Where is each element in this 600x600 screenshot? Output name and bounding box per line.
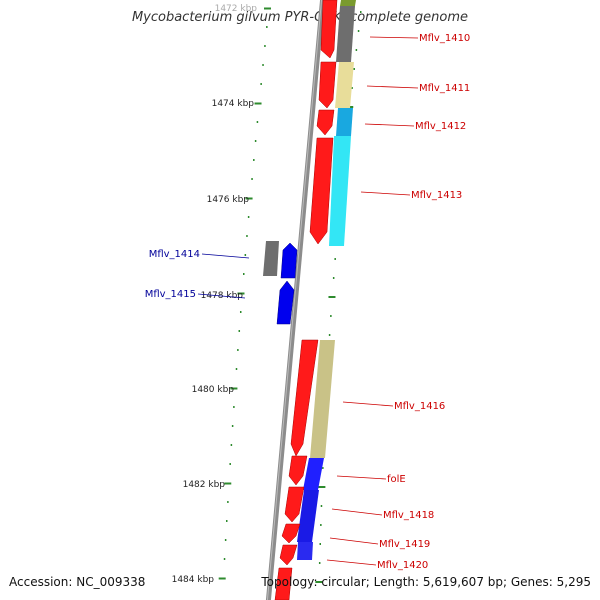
gene-label: Mflv_1414	[149, 249, 200, 260]
label-leader	[342, 401, 394, 407]
label-leader	[331, 508, 383, 516]
scale-label: 1482 kbp	[183, 480, 226, 490]
forward-gene-labels: Mflv_1410 Mflv_1411 Mflv_1412 Mflv_1413 …	[377, 33, 470, 571]
accession-label: Accession: NC_009338	[9, 575, 146, 589]
gene-arrow	[288, 455, 308, 486]
gene-arrow	[274, 567, 293, 600]
olive-feature	[340, 0, 356, 6]
gene-label: Mflv_1410	[419, 33, 470, 44]
reverse-label-leaders	[197, 253, 250, 299]
label-leader	[364, 123, 415, 127]
topology-label: Topology: circular; Length: 5,619,607 bp…	[261, 575, 591, 589]
map-title: Mycobacterium gilvum PYR-GCK, complete g…	[131, 10, 469, 25]
reverse-gene-labels: Mflv_1414 Mflv_1415	[145, 249, 200, 300]
gene-arrow	[279, 544, 298, 566]
reverse-gene-arrow	[280, 242, 298, 279]
gene-arrow	[320, 0, 338, 59]
reverse-genes	[263, 241, 298, 325]
reverse-gene-arrow	[276, 280, 295, 325]
scale-label: 1484 kbp	[172, 575, 215, 585]
gene-arrow	[318, 61, 337, 109]
genome-backbone-highlight	[266, 0, 323, 600]
gene-label: folE	[387, 474, 406, 485]
gray-feature	[336, 6, 355, 62]
gene-label: Mflv_1416	[394, 401, 445, 412]
gene-label: Mflv_1411	[419, 83, 470, 94]
feature-track	[297, 0, 356, 560]
gene-label: Mflv_1413	[411, 190, 462, 201]
gene-label: Mflv_1415	[145, 289, 196, 300]
genome-backbone	[265, 0, 326, 600]
gene-arrow	[309, 137, 334, 245]
blue-feature	[297, 490, 319, 542]
gene-arrow	[316, 109, 335, 136]
gene-label: Mflv_1419	[379, 539, 430, 550]
cyan-feature	[336, 108, 353, 136]
label-leader	[326, 559, 377, 566]
cyan-feature	[329, 136, 351, 246]
label-leader	[360, 191, 411, 196]
gray-gene-block	[263, 241, 279, 276]
label-leader	[329, 537, 379, 545]
label-leader	[369, 36, 419, 39]
scale-label: 1472 kbp	[215, 4, 258, 14]
forward-label-leaders	[326, 36, 419, 566]
label-leader	[336, 475, 387, 480]
label-leader	[197, 293, 246, 299]
blue-feature	[303, 458, 324, 490]
scale-label: 1474 kbp	[212, 99, 255, 109]
gene-label: Mflv_1420	[377, 560, 428, 571]
gene-label: Mflv_1418	[383, 510, 434, 521]
gene-arrow	[281, 523, 301, 544]
forward-genes	[274, 0, 338, 600]
gene-label: Mflv_1412	[415, 121, 466, 132]
scale-label: 1480 kbp	[192, 385, 235, 395]
scale-label: 1476 kbp	[207, 195, 250, 205]
khaki-feature	[310, 340, 335, 458]
khaki-feature	[335, 62, 354, 108]
label-leader	[366, 85, 419, 89]
gene-arrow	[284, 486, 305, 523]
blue-feature	[297, 542, 313, 560]
gene-arrow	[290, 339, 319, 457]
label-leader	[201, 253, 250, 259]
